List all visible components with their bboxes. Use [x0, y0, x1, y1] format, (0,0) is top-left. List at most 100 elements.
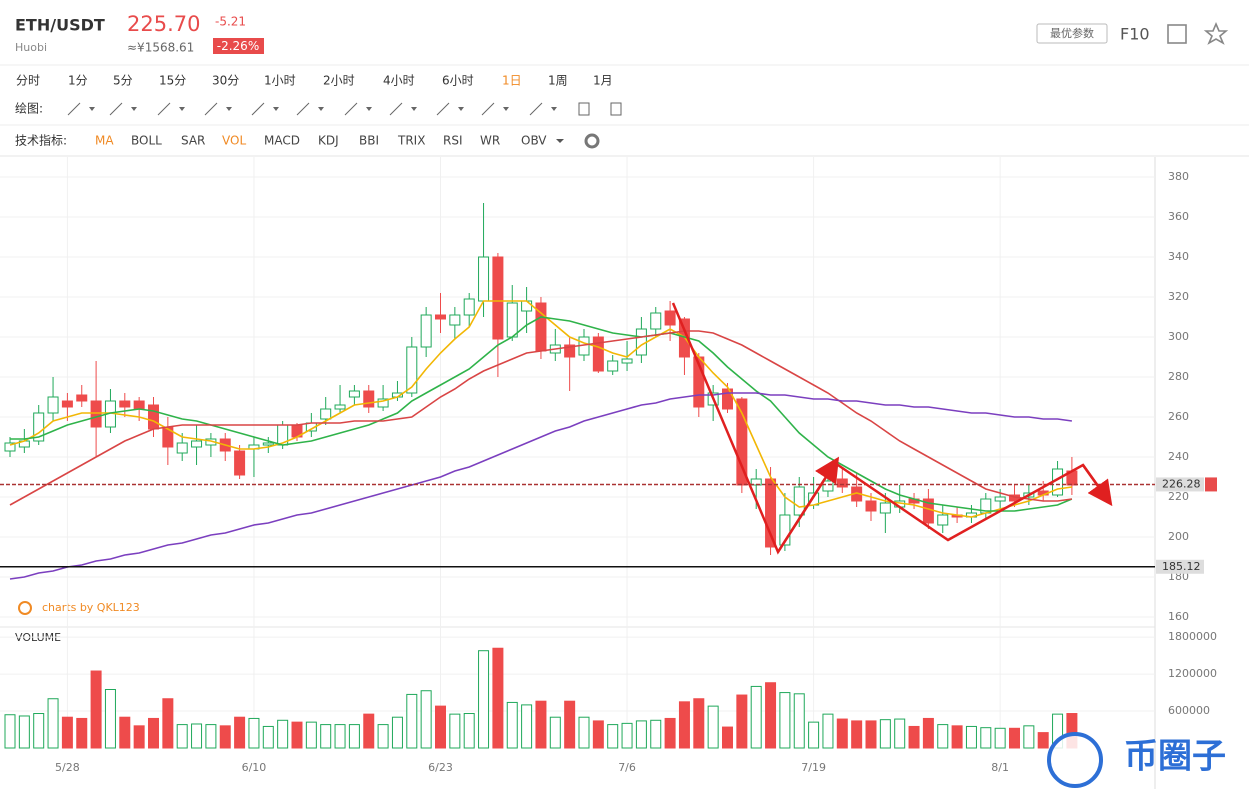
candle-body	[607, 360, 619, 372]
volume-bar	[478, 650, 490, 749]
period-tab[interactable]: 1日	[502, 74, 522, 88]
volume-bar	[822, 713, 834, 749]
candle-body	[119, 400, 131, 408]
period-tab[interactable]: 30分	[212, 74, 239, 88]
draw-tool[interactable]	[67, 102, 81, 116]
button-label[interactable]: 最优参数	[1050, 26, 1094, 40]
candle-body	[334, 404, 346, 410]
indicator-tab[interactable]: OBV	[521, 134, 547, 148]
pair: ETH/USDT	[15, 16, 105, 35]
indicator-tab[interactable]: BOLL	[131, 134, 162, 148]
volume-bar	[592, 720, 604, 749]
ma-line	[10, 316, 1073, 512]
volume-bar	[205, 724, 217, 749]
draw-tool[interactable]	[436, 102, 450, 116]
exchange: Huobi	[15, 41, 47, 54]
candle-body	[162, 426, 174, 448]
indicator-tab[interactable]: BBI	[359, 134, 379, 148]
period-tab[interactable]: 1小时	[264, 74, 296, 88]
period-tab[interactable]: 15分	[159, 74, 186, 88]
indicator-tab[interactable]: TRIX	[397, 134, 425, 148]
y-tick-label: 360	[1168, 210, 1189, 223]
dropdown-caret	[89, 107, 95, 111]
volume-bar	[4, 714, 16, 749]
candle-body	[521, 300, 533, 312]
volume-bar	[707, 705, 719, 749]
indicator-tab[interactable]: RSI	[443, 134, 463, 148]
y-tick-label: 240	[1168, 450, 1189, 463]
volume-bar	[47, 698, 59, 749]
credit: charts by QKL123	[42, 601, 140, 614]
candle-body	[722, 388, 733, 410]
indicator-tab[interactable]: MACD	[264, 134, 300, 148]
star-icon[interactable]	[1203, 21, 1229, 45]
candle-body	[937, 514, 949, 526]
candle-body	[492, 256, 504, 340]
volume-bar	[363, 713, 375, 749]
draw-tool[interactable]	[344, 102, 358, 116]
volume-bar	[449, 713, 461, 749]
period-tab[interactable]: 1月	[593, 74, 613, 88]
price-tag-label: 226.28	[1162, 477, 1201, 490]
indicator-tab[interactable]: SAR	[181, 134, 205, 148]
indicator-tab[interactable]: VOL	[222, 134, 246, 148]
dropdown-caret	[179, 107, 185, 111]
button[interactable]	[1036, 23, 1108, 44]
volume-bar	[1009, 727, 1020, 749]
y-tick-label: 200	[1168, 530, 1189, 543]
period-tab[interactable]: 1分	[68, 74, 88, 88]
dropdown-caret	[411, 107, 417, 111]
period-tab[interactable]: 分时	[16, 74, 40, 88]
f10-button[interactable]: F10	[1120, 25, 1150, 44]
draw-tool[interactable]	[204, 102, 218, 116]
y-tick-label: 160	[1168, 610, 1189, 623]
x-tick-label: 5/28	[55, 761, 80, 774]
period-tab[interactable]: 6小时	[442, 74, 474, 88]
fullscreen-icon[interactable]	[1167, 24, 1187, 44]
candle-body	[363, 390, 375, 408]
draw-tool[interactable]	[296, 102, 310, 116]
ma-line	[9, 330, 1073, 506]
volume-bar	[18, 715, 30, 749]
candle-body	[650, 312, 662, 330]
draw-tool[interactable]	[481, 102, 495, 116]
candle-body	[133, 400, 145, 410]
volume-bar	[879, 719, 891, 749]
candle-body	[836, 478, 848, 488]
volume-bar	[865, 720, 877, 749]
draw-tool[interactable]	[157, 102, 171, 116]
draw-tool[interactable]	[610, 102, 622, 116]
candle-body	[564, 344, 576, 358]
candle-body	[262, 442, 274, 446]
draw-tool[interactable]	[529, 102, 543, 116]
volume-bar	[90, 670, 102, 749]
period-tab[interactable]: 1周	[548, 74, 568, 88]
y-tick-label: 260	[1168, 410, 1189, 423]
candle-body	[879, 502, 891, 514]
settings-icon[interactable]	[584, 133, 600, 149]
volume-bar	[176, 724, 188, 749]
volume-bar	[104, 689, 116, 749]
volume-bar	[1023, 725, 1035, 749]
draw-tool[interactable]	[578, 102, 590, 116]
volume-bar	[650, 719, 662, 749]
period-tab[interactable]: 4小时	[383, 74, 415, 88]
price-tag-label: 185.12	[1162, 560, 1201, 573]
volume-bar	[664, 717, 676, 749]
indicator-tab[interactable]: WR	[480, 134, 500, 148]
candle-body	[449, 314, 461, 326]
draw-tool[interactable]	[389, 102, 403, 116]
candle-body	[865, 500, 877, 512]
indicator-tab[interactable]: MA	[95, 134, 114, 148]
volume-bar	[922, 717, 934, 749]
period-tab[interactable]: 5分	[113, 74, 133, 88]
draw-tool[interactable]	[251, 102, 265, 116]
period-tab[interactable]: 2小时	[323, 74, 355, 88]
indicator-tab[interactable]: KDJ	[318, 134, 339, 148]
volume-bar	[234, 716, 246, 749]
volume-bar	[951, 725, 963, 749]
volume-bar	[765, 682, 777, 749]
draw-tool[interactable]	[109, 102, 123, 116]
